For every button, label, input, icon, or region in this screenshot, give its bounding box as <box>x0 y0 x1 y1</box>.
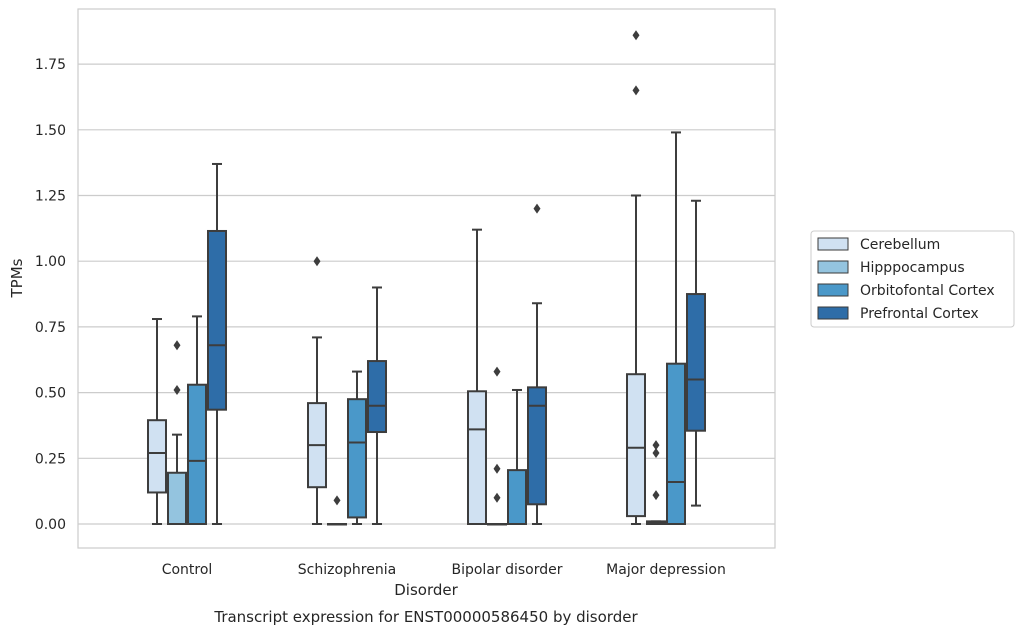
y-axis-label: TPMs <box>8 258 26 298</box>
legend-swatch-prefrontal-cortex <box>817 306 849 320</box>
outlier-point <box>493 366 501 377</box>
box-hipppocampus-1 <box>167 340 187 525</box>
box-prefrontal-cortex-3 <box>527 203 547 525</box>
outlier-point <box>493 492 501 503</box>
outlier-point <box>333 495 341 506</box>
legend-label-prefrontal-cortex: Prefrontal Cortex <box>860 306 979 322</box>
outlier-point <box>652 448 660 459</box>
y-tick-label: 1.25 <box>35 189 66 205</box>
box-iqr <box>467 390 487 526</box>
box-groups <box>147 30 706 526</box>
x-tick-label: Control <box>162 562 213 578</box>
outlier-point <box>632 30 640 41</box>
box-cerebellum-4 <box>626 30 646 525</box>
box-prefrontal-cortex-4 <box>686 199 706 507</box>
box-iqr <box>207 229 227 411</box>
box-iqr <box>626 373 646 518</box>
box-iqr <box>147 419 167 494</box>
y-tick-labels: 0.00 0.25 0.50 0.75 1.00 1.25 1.50 1.75 <box>35 57 66 533</box>
outlier-point <box>493 463 501 474</box>
y-tick-label: 1.50 <box>35 123 66 139</box>
x-tick-label: Bipolar disorder <box>451 562 562 578</box>
x-tick-label: Major depression <box>606 562 726 578</box>
box-iqr <box>507 469 527 526</box>
box-hipppocampus-2 <box>327 495 347 526</box>
outlier-point <box>173 384 181 395</box>
y-tick-label: 1.75 <box>35 57 66 73</box>
x-axis-label: Disorder <box>394 581 458 599</box>
outlier-point <box>652 490 660 501</box>
box-prefrontal-cortex-1 <box>207 162 227 525</box>
box-iqr <box>666 362 686 525</box>
box-iqr <box>347 398 367 519</box>
y-tick-label: 0.00 <box>35 517 66 533</box>
y-tick-label: 0.50 <box>35 386 66 402</box>
box-orbitofontal-cortex-1 <box>187 315 207 525</box>
box-orbitofontal-cortex-3 <box>507 388 527 526</box>
legend-label-orbitofrontal-cortex: Orbitofontal Cortex <box>860 283 995 299</box>
outlier-point <box>533 203 541 214</box>
box-prefrontal-cortex-2 <box>367 286 387 525</box>
box-cerebellum-1 <box>147 318 167 525</box>
box-cerebellum-2 <box>307 256 327 525</box>
box-iqr <box>686 293 706 432</box>
legend-label-cerebellum: Cerebellum <box>860 237 940 253</box>
outlier-point <box>632 85 640 96</box>
legend: Cerebellum Hipppocampus Orbitofontal Cor… <box>810 230 1015 328</box>
chart-caption: Transcript expression for ENST0000058645… <box>213 608 638 626</box>
box-iqr <box>367 360 387 434</box>
box-cerebellum-3 <box>467 228 487 526</box>
outlier-point <box>652 440 660 451</box>
box-orbitofontal-cortex-2 <box>347 370 367 525</box>
outlier-point <box>173 340 181 351</box>
legend-label-hippocampus: Hipppocampus <box>860 260 965 276</box>
box-iqr <box>167 471 187 525</box>
legend-swatch-hippocampus <box>817 260 849 274</box>
x-tick-labels: Control Schizophrenia Bipolar disorder Majo… <box>162 562 726 578</box>
box-iqr <box>187 383 207 525</box>
box-hipppocampus-4 <box>646 440 666 526</box>
outlier-point <box>313 256 321 267</box>
x-tick-label: Schizophrenia <box>298 562 396 578</box>
y-tick-label: 0.25 <box>35 451 66 467</box>
box-iqr <box>527 386 547 506</box>
box-hipppocampus-3 <box>487 366 507 526</box>
legend-swatch-cerebellum <box>817 237 849 251</box>
box-orbitofontal-cortex-4 <box>666 131 686 525</box>
legend-swatch-orbitofrontal-cortex <box>817 283 849 297</box>
legend-frame <box>810 230 1015 328</box>
y-tick-label: 0.75 <box>35 320 66 336</box>
y-tick-label: 1.00 <box>35 254 66 270</box>
